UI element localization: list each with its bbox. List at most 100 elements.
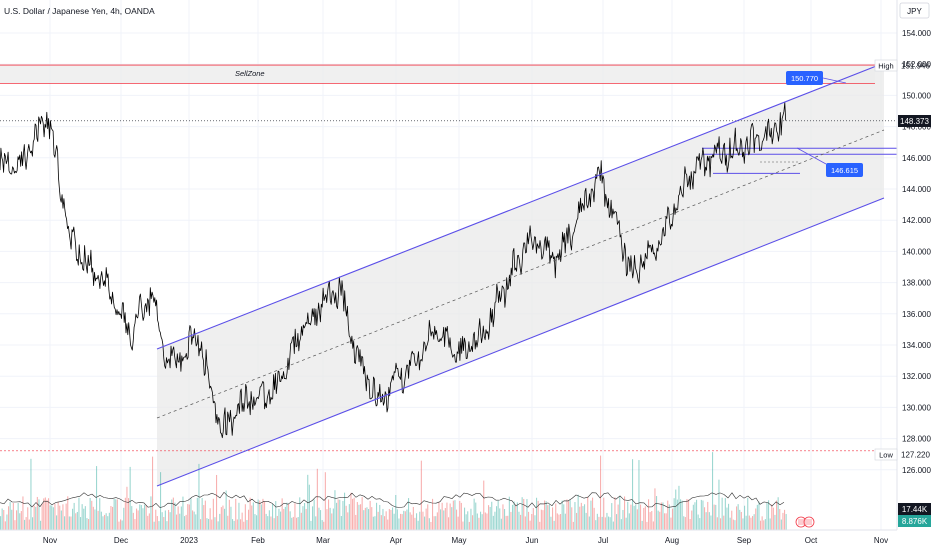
callout-upper-box (786, 71, 823, 85)
callout-upper-text: 150.770 (791, 74, 818, 83)
volume-bar (208, 518, 210, 530)
volume-bar (480, 511, 482, 530)
volume-bar (19, 513, 21, 530)
volume-bar (496, 506, 498, 530)
volume-bar (576, 512, 578, 530)
volume-bar (41, 504, 43, 530)
time-axis[interactable]: Nov Dec 2023 Feb Mar Apr May Jun Jul Aug Sep Oct Nov (0, 529, 932, 550)
low-label-text: Low (879, 451, 893, 460)
volume-bar (745, 515, 747, 530)
currency-button[interactable]: JPY (899, 2, 930, 19)
volume-bar (152, 456, 154, 530)
volume-bar (28, 519, 30, 530)
volume-bar (598, 516, 600, 530)
volume-bar (625, 517, 627, 530)
volume-bar (70, 516, 72, 530)
volume-bar (776, 500, 778, 530)
volume-bar (281, 498, 283, 530)
volume-bar (771, 504, 773, 530)
volume-bar (323, 521, 325, 530)
volume-bar (676, 499, 678, 530)
volume-bar (731, 510, 733, 530)
volume-bar (763, 520, 765, 530)
volume-bar (502, 504, 504, 530)
callout-upper[interactable]: 150.770 (786, 71, 847, 85)
volume-bar (273, 518, 275, 530)
volume-bar (185, 514, 187, 530)
volume-bar (33, 505, 35, 530)
volume-bar (374, 516, 376, 530)
volume-bar (768, 500, 770, 530)
volume-bar (753, 514, 755, 530)
volume-bar (726, 507, 728, 530)
volume-bar (244, 504, 246, 530)
volume-bar (718, 479, 720, 530)
volume-bar (443, 510, 445, 530)
volume-bar (116, 499, 118, 530)
volume-bar (742, 518, 744, 530)
callout-lower-box (826, 163, 863, 177)
volume-bar (324, 472, 326, 530)
volume-ma-line (0, 491, 785, 509)
price-axis[interactable]: 154.000 152.000 150.000 148.000 146.000 144.0… (896, 0, 932, 550)
volume-bar (318, 507, 320, 530)
volume-bar (500, 518, 502, 530)
volume-bar (411, 514, 413, 530)
volume-bar (161, 512, 163, 530)
volume-bar (566, 499, 568, 530)
volume-bar (312, 506, 314, 530)
volume-bar (225, 490, 227, 530)
volume-bar (356, 502, 358, 530)
volume-bar (425, 508, 427, 530)
volume-bar (211, 519, 213, 530)
volume-bar (187, 504, 189, 530)
volume-bar (292, 516, 294, 530)
volume-bar (468, 521, 470, 530)
volume-bar (419, 511, 421, 530)
volume-bar (107, 516, 109, 530)
volume-bar (32, 517, 34, 530)
time-tick-label: Apr (390, 536, 403, 545)
volume-bar (540, 509, 542, 530)
sell-zone-box (0, 65, 875, 84)
volume-bar (552, 507, 554, 530)
volume-bar (451, 507, 453, 530)
events-flag-icon[interactable] (795, 516, 815, 528)
volume-bar (24, 519, 26, 530)
volume-bar (694, 502, 696, 530)
volume-bar (721, 497, 723, 530)
volume-bar (665, 513, 667, 530)
volume-bar (508, 496, 510, 530)
volume-bar (654, 488, 656, 530)
volume-bar (452, 500, 454, 530)
volume-bar (406, 509, 408, 530)
volume-ma-label: 8.876K (898, 515, 931, 527)
volume-bar (8, 506, 10, 530)
volume-bar (736, 506, 738, 530)
callout-lower[interactable]: 146.615 (796, 147, 863, 177)
price-tick-label: 140.000 (902, 247, 931, 256)
volume-bar (505, 515, 507, 530)
volume-bar (131, 506, 133, 530)
volume-bar (612, 521, 614, 530)
volume-bar (724, 498, 726, 530)
volume-bar (630, 504, 632, 530)
volume-bar (520, 514, 522, 530)
volume-bar (364, 507, 366, 530)
volume-bar (457, 516, 459, 530)
volume-bar (182, 496, 184, 530)
volume-bar (417, 520, 419, 530)
volume-bar (300, 512, 302, 530)
volume-bar (590, 500, 592, 530)
volume-bar (588, 516, 590, 530)
volume-bar (732, 519, 734, 530)
volume-bar (212, 498, 214, 530)
volume-bar (699, 518, 701, 530)
volume-bar (648, 499, 650, 530)
volume-bar (430, 521, 432, 530)
low-label: Low 127.220 (874, 448, 930, 461)
volume-bar (65, 503, 67, 530)
volume-bar (337, 499, 339, 530)
volume-bar (105, 513, 107, 530)
